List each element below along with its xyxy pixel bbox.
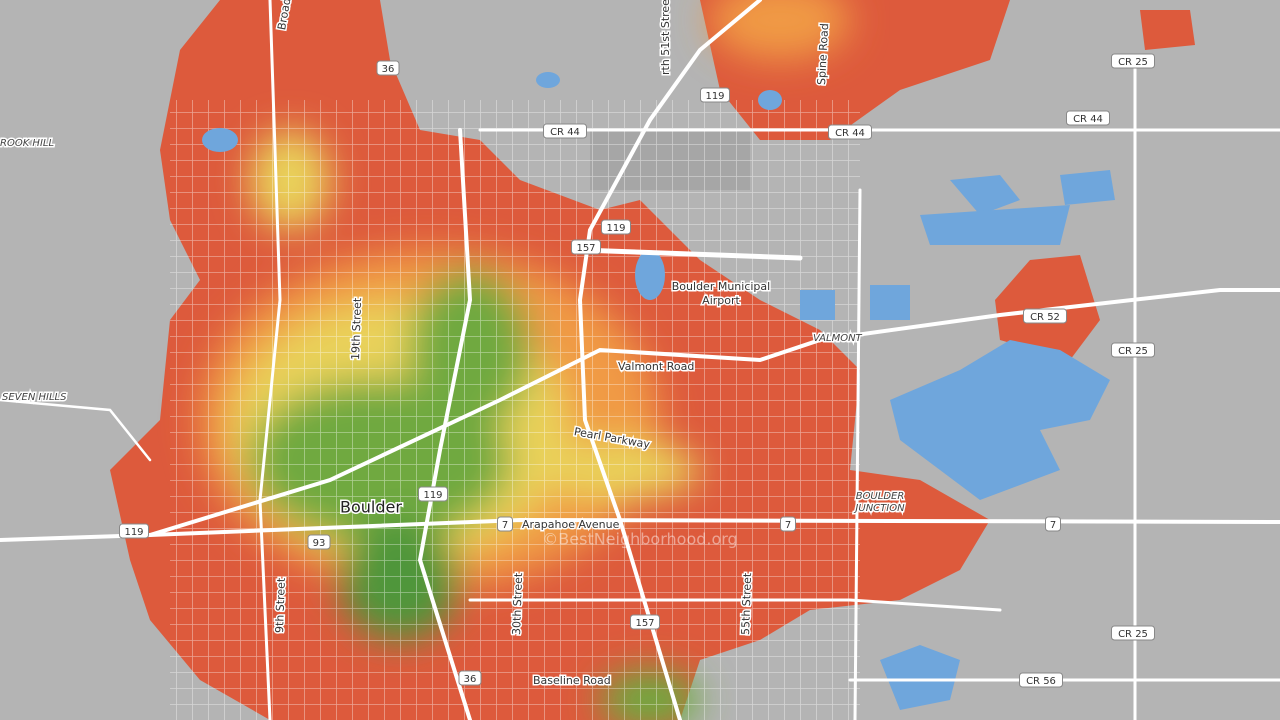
road-shield: CR 44: [828, 124, 872, 140]
shield-label: CR 44: [550, 127, 580, 138]
place-label: SEVEN HILLS: [2, 392, 67, 403]
road-shield: CR 44: [543, 123, 587, 139]
road-label: Valmont Road: [618, 360, 694, 373]
road-label: 55th Street: [739, 572, 754, 635]
place-label: VALMONT: [813, 333, 863, 344]
shield-box: [497, 516, 513, 532]
heatmap: [110, 0, 1195, 720]
place-label: JUNCTION: [853, 503, 905, 514]
shield-label: 119: [423, 490, 442, 501]
shield-label: CR 25: [1118, 629, 1148, 640]
place-label: BOULDER: [856, 491, 905, 502]
shield-label: 36: [382, 64, 395, 75]
shield-label: CR 25: [1118, 346, 1148, 357]
labels: Broadway rth 51st Street Spine Road ROOK…: [0, 0, 907, 689]
road-label: Baseline Road: [533, 674, 611, 687]
road-shield: 157: [630, 614, 660, 630]
road-shield: CR 25: [1111, 53, 1155, 69]
road-shield: CR 25: [1111, 342, 1155, 358]
shield-box: [376, 60, 400, 76]
shield-label: 7: [1050, 520, 1056, 531]
shield-label: CR 44: [835, 128, 865, 139]
shield-box: [1111, 625, 1155, 641]
shield-label: CR 56: [1026, 676, 1056, 687]
shield-box: [828, 124, 872, 140]
shield-box: [780, 516, 796, 532]
shield-box: [601, 219, 631, 235]
shield-label: 7: [502, 520, 508, 531]
road-label: rth 51st Street: [659, 0, 672, 75]
shield-label: 93: [313, 538, 326, 549]
road-label: Arapahoe Avenue: [522, 518, 620, 531]
road-label: 30th Street: [510, 572, 525, 635]
shield-label: CR 44: [1073, 114, 1103, 125]
shield-label: 119: [705, 91, 724, 102]
shield-label: 7: [785, 520, 791, 531]
shields: CR 25 CR 44 CR 44 CR 44 CR 52 CR 25 CR 25 CR 56…: [119, 53, 1155, 688]
road-shield: 119: [700, 87, 730, 103]
road-label: 9th Street: [273, 577, 288, 633]
road-shield: 93: [307, 534, 331, 550]
road-label: 19th Street: [349, 297, 364, 360]
shield-label: 157: [576, 243, 595, 254]
shield-label: CR 52: [1030, 312, 1060, 323]
shield-box: [1066, 110, 1110, 126]
shield-label: 119: [124, 527, 143, 538]
shield-label: CR 25: [1118, 57, 1148, 68]
road-shield: CR 52: [1023, 308, 1067, 324]
shield-box: [1045, 516, 1061, 532]
shield-box: [1019, 672, 1063, 688]
road-shield: 36: [376, 60, 400, 76]
shield-box: [630, 614, 660, 630]
place-label: ROOK HILL: [0, 138, 54, 149]
shield-box: [700, 87, 730, 103]
shield-box: [1023, 308, 1067, 324]
shield-box: [307, 534, 331, 550]
road-shield: 7: [1045, 516, 1061, 532]
road-shield: CR 56: [1019, 672, 1063, 688]
shield-label: 157: [635, 618, 654, 629]
shield-label: 119: [606, 223, 625, 234]
shield-box: [458, 670, 482, 686]
shield-box: [1111, 342, 1155, 358]
airport-label: Boulder Municipal: [672, 280, 770, 293]
water: [202, 72, 1115, 710]
shield-box: [119, 523, 149, 539]
road-shield: 157: [571, 239, 601, 255]
shield-label: 36: [464, 674, 477, 685]
road-shield: 7: [780, 516, 796, 532]
shield-box: [418, 486, 448, 502]
shield-box: [543, 123, 587, 139]
road-shield: 119: [601, 219, 631, 235]
airport-label: Airport: [702, 294, 740, 307]
shield-box: [1111, 53, 1155, 69]
watermark: ©BestNeighborhood.org: [542, 530, 737, 549]
city-label: Boulder: [340, 498, 402, 517]
road-shield: CR 25: [1111, 625, 1155, 641]
road-shield: 36: [458, 670, 482, 686]
road-label: Spine Road: [815, 23, 831, 85]
road-shield: 119: [418, 486, 448, 502]
shield-box: [571, 239, 601, 255]
road-shield: 7: [497, 516, 513, 532]
road-shield: 119: [119, 523, 149, 539]
road-shield: CR 44: [1066, 110, 1110, 126]
